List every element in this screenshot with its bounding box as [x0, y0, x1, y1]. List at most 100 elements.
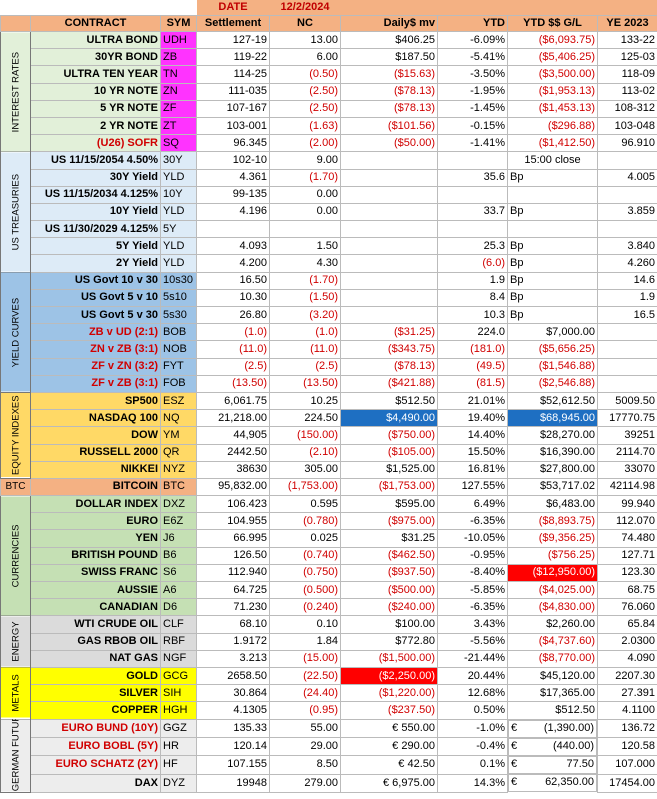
ytd-value: -0.15% [470, 119, 505, 132]
ytd-gl-value: ($4,025.00) [538, 583, 595, 596]
net-change: (0.240) [269, 598, 341, 617]
ytd-gl-cell: $6,483.00 [507, 495, 598, 514]
bp-unit: Bp [510, 239, 524, 252]
daily-mv: ($50.00) [340, 134, 438, 153]
net-change: 6.00 [269, 48, 341, 67]
ye-2023-value [597, 220, 657, 239]
symbol: NQ [160, 409, 197, 428]
daily-mv: ($78.13) [340, 82, 438, 101]
net-change: 13.00 [269, 30, 341, 50]
table-row: US 11/30/2029 4.125% 5Y [1, 220, 657, 239]
daily-mv: $1,525.00 [340, 460, 438, 479]
ytd-cell: (81.5) [437, 374, 508, 393]
daily-mv [340, 185, 438, 204]
symbol: NGF [160, 649, 197, 668]
net-change: (0.95) [269, 701, 341, 720]
net-change: (13.50) [269, 374, 341, 393]
table-row: NASDAQ 100 NQ 21,218.00 224.50 $4,490.00 19.4… [1, 409, 657, 428]
settlement-value: 107-167 [196, 99, 270, 118]
ye-2023-value: 2207.30 [597, 666, 657, 686]
ytd-gl-cell: ($8,893.75) [507, 512, 598, 531]
ytd-value: -5.56% [470, 635, 505, 648]
contract-name: BRITISH POUND [30, 546, 161, 565]
settlement-value: 107.155 [196, 755, 270, 775]
section-label: INTEREST RATES [0, 31, 31, 152]
ytd-gl-value: ($1,546.88) [538, 360, 595, 373]
ytd-gl-cell: ($8,770.00) [507, 649, 598, 668]
ytd-value: -5.41% [470, 50, 505, 63]
ytd-gl-value: ($4,830.00) [538, 600, 595, 613]
daily-mv: ($101.56) [340, 116, 438, 136]
daily-mv: $406.25 [340, 30, 438, 50]
settlement-value: 64.725 [196, 580, 270, 600]
contract-name: CANADIAN [30, 598, 161, 617]
symbol: HF [160, 755, 197, 775]
ye-2023-value: 65.84 [597, 615, 657, 634]
contract-name: 2 YR NOTE [30, 116, 161, 136]
ytd-value: 16.81% [467, 463, 505, 476]
ytd-gl-value: $27,800.00 [539, 463, 595, 476]
ytd-gl-value: $68,945.00 [539, 411, 595, 424]
settlement-value: 10.30 [196, 288, 270, 308]
ytd-gl-value: $17,365.00 [539, 686, 595, 699]
ytd-gl-value: ($4,737.60) [538, 635, 595, 648]
header-ye-2023: YE 2023 [597, 15, 657, 32]
contract-name: ZF v ZB (3:1) [30, 374, 161, 393]
daily-mv [340, 288, 438, 308]
euro-sign: € [511, 721, 518, 734]
symbol: HGH [160, 701, 197, 720]
daily-mv: ($421.88) [340, 374, 438, 393]
symbol: NYZ [160, 460, 197, 479]
daily-mv: $31.25 [340, 529, 438, 548]
symbol: SQ [160, 134, 197, 153]
daily-mv [340, 220, 438, 239]
table-row: US Govt 5 v 30 5s30 26.80 (3.20) 10.3 Bp 16.5 [1, 305, 657, 325]
net-change: (24.40) [269, 684, 341, 703]
ytd-gl-cell: $17,365.00 [507, 684, 598, 703]
symbol: QR [160, 443, 197, 462]
ytd-cell: 33.7 [437, 202, 508, 222]
ytd-value: (181.0) [470, 342, 505, 355]
ytd-gl-cell: ($5,656.25) [507, 340, 598, 359]
ytd-cell: -5.41% [437, 48, 508, 67]
ytd-gl-value: (1,390.00) [543, 721, 594, 734]
net-change: (2.10) [269, 443, 341, 462]
ytd-value: (81.5) [476, 377, 505, 390]
ytd-gl-cell: ($4,830.00) [507, 598, 598, 617]
ytd-gl-value: $2,260.00 [546, 617, 595, 630]
settlement-value: (11.0) [196, 340, 270, 359]
ytd-gl-value: ($1,412.50) [538, 136, 595, 149]
bp-unit: Bp [510, 308, 524, 321]
settlement-value: 26.80 [196, 305, 270, 325]
ye-2023-value: 113-02 [597, 82, 657, 101]
daily-mv: ($2,250.00) [340, 666, 438, 686]
ytd-value: 33.7 [483, 205, 505, 218]
symbol: FYT [160, 357, 197, 376]
ytd-gl-value: ($5,656.25) [538, 342, 595, 355]
daily-mv: $772.80 [340, 632, 438, 651]
daily-mv: ($937.50) [340, 563, 438, 583]
ye-2023-value [597, 357, 657, 376]
settlement-value: 16.50 [196, 271, 270, 290]
ytd-gl-cell: ($4,737.60) [507, 632, 598, 651]
symbol: 5Y [160, 220, 197, 239]
daily-mv: € 290.00 [340, 737, 438, 757]
symbol: ZF [160, 99, 197, 118]
ytd-gl-cell: Bp [507, 288, 598, 308]
ye-2023-value: 96.910 [597, 134, 657, 153]
table-row: SWISS FRANC S6 112.940 (0.750) ($937.50) -8.4… [1, 563, 657, 583]
ytd-value: 0.50% [473, 703, 505, 716]
table-row: GERMAN FUTURES EURO BUND (10Y) GGZ 135.33 55… [0, 718, 657, 793]
settlement-value: 96.345 [196, 134, 270, 153]
daily-mv: ($500.00) [340, 580, 438, 600]
net-change: (2.5) [269, 357, 341, 376]
net-change: (0.750) [269, 563, 341, 583]
table-row: BTC BITCOIN BTC 95,832.00 (1,753.00) ($1,753.… [0, 477, 657, 497]
ytd-value: 14.3% [473, 776, 505, 789]
ytd-cell: -8.40% [437, 563, 508, 583]
ytd-gl-value: $53,717.02 [539, 480, 595, 493]
euro-sign: € [511, 776, 518, 789]
table-row: ZB v UD (2:1) BOB (1.0) (1.0) ($31.25) 224.0 $… [1, 323, 657, 342]
ytd-gl-value: 15:00 close [524, 153, 581, 166]
symbol: HR [160, 737, 197, 757]
